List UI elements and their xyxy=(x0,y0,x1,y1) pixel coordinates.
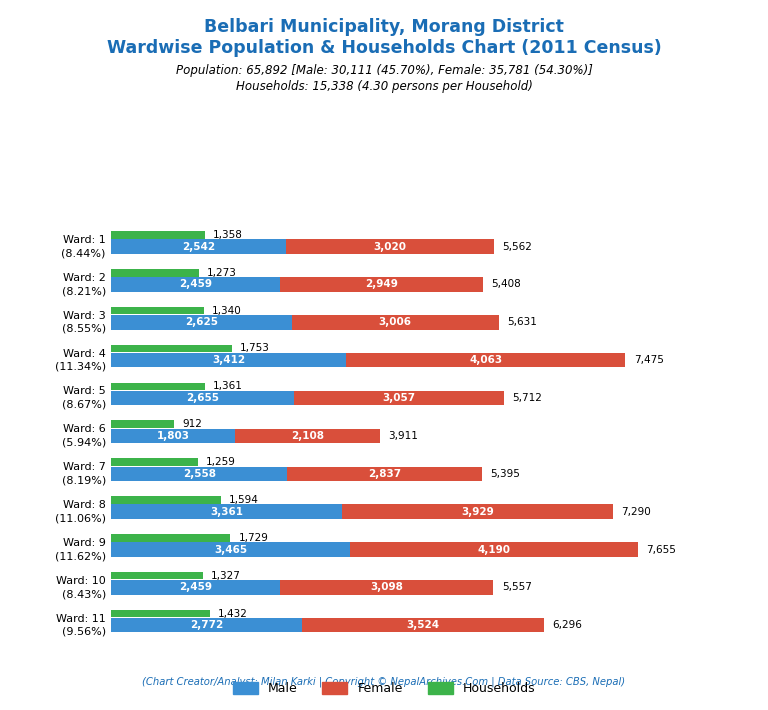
Bar xyxy=(111,505,343,519)
Bar xyxy=(111,239,286,253)
Bar xyxy=(111,458,198,466)
Text: 1,803: 1,803 xyxy=(157,431,190,441)
Bar xyxy=(111,542,349,557)
Text: 1,340: 1,340 xyxy=(212,305,241,316)
Text: Belbari Municipality, Morang District: Belbari Municipality, Morang District xyxy=(204,18,564,36)
Text: 3,057: 3,057 xyxy=(382,393,415,403)
Bar xyxy=(111,353,346,367)
Text: 2,655: 2,655 xyxy=(186,393,219,403)
Text: (Chart Creator/Analyst: Milan Karki | Copyright © NepalArchives.Com | Data Sourc: (Chart Creator/Analyst: Milan Karki | Co… xyxy=(142,677,626,687)
Text: 5,408: 5,408 xyxy=(492,280,521,290)
Text: 5,557: 5,557 xyxy=(502,582,531,592)
Text: 5,631: 5,631 xyxy=(507,317,537,327)
Text: 1,594: 1,594 xyxy=(229,495,259,505)
Text: 2,772: 2,772 xyxy=(190,621,223,630)
Text: 3,929: 3,929 xyxy=(461,507,494,517)
Text: 1,432: 1,432 xyxy=(218,608,248,618)
Bar xyxy=(343,505,613,519)
Text: 1,729: 1,729 xyxy=(239,532,268,543)
Bar xyxy=(111,572,203,579)
Text: 3,412: 3,412 xyxy=(212,355,245,365)
Text: 2,625: 2,625 xyxy=(185,317,218,327)
Text: 7,290: 7,290 xyxy=(621,507,650,517)
Text: Wardwise Population & Households Chart (2011 Census): Wardwise Population & Households Chart (… xyxy=(107,39,661,57)
Text: 3,911: 3,911 xyxy=(389,431,419,441)
Bar xyxy=(111,391,294,405)
Text: 4,063: 4,063 xyxy=(469,355,502,365)
Bar xyxy=(349,542,637,557)
Bar xyxy=(111,534,230,542)
Bar xyxy=(294,391,504,405)
Bar xyxy=(111,344,232,352)
Text: Population: 65,892 [Male: 30,111 (45.70%), Female: 35,781 (54.30%)]: Population: 65,892 [Male: 30,111 (45.70%… xyxy=(176,64,592,77)
Bar xyxy=(280,278,483,292)
Text: 2,949: 2,949 xyxy=(366,280,399,290)
Text: 5,395: 5,395 xyxy=(491,469,521,479)
Text: 3,361: 3,361 xyxy=(210,507,243,517)
Text: 5,562: 5,562 xyxy=(502,241,532,251)
Text: 3,006: 3,006 xyxy=(379,317,412,327)
Bar xyxy=(280,580,494,594)
Bar xyxy=(111,466,287,481)
Bar xyxy=(111,307,204,315)
Text: 4,190: 4,190 xyxy=(477,545,510,555)
Text: 1,358: 1,358 xyxy=(213,230,243,240)
Bar xyxy=(111,278,280,292)
Text: 1,753: 1,753 xyxy=(240,344,270,354)
Text: 3,098: 3,098 xyxy=(370,582,403,592)
Text: 1,259: 1,259 xyxy=(206,457,236,467)
Legend: Male, Female, Households: Male, Female, Households xyxy=(227,677,541,700)
Text: 3,524: 3,524 xyxy=(406,621,440,630)
Bar xyxy=(111,429,235,443)
Text: 1,273: 1,273 xyxy=(207,268,237,278)
Text: Households: 15,338 (4.30 persons per Household): Households: 15,338 (4.30 persons per Hou… xyxy=(236,80,532,93)
Bar xyxy=(292,315,498,329)
Bar xyxy=(111,231,205,239)
Text: 2,558: 2,558 xyxy=(183,469,216,479)
Bar xyxy=(111,610,210,617)
Text: 912: 912 xyxy=(182,419,202,430)
Bar xyxy=(111,315,292,329)
Text: 7,655: 7,655 xyxy=(646,545,676,555)
Text: 2,459: 2,459 xyxy=(180,280,213,290)
Text: 2,459: 2,459 xyxy=(180,582,213,592)
Text: 2,542: 2,542 xyxy=(182,241,215,251)
Bar xyxy=(287,466,482,481)
Bar xyxy=(235,429,380,443)
Bar xyxy=(111,618,302,633)
Text: 3,465: 3,465 xyxy=(214,545,247,555)
Bar xyxy=(346,353,625,367)
Text: 5,712: 5,712 xyxy=(512,393,542,403)
Bar xyxy=(111,269,199,276)
Text: 3,020: 3,020 xyxy=(373,241,406,251)
Text: 1,327: 1,327 xyxy=(211,571,240,581)
Text: 6,296: 6,296 xyxy=(552,621,582,630)
Bar xyxy=(302,618,545,633)
Bar xyxy=(111,420,174,428)
Bar xyxy=(111,383,205,390)
Text: 7,475: 7,475 xyxy=(634,355,664,365)
Text: 1,361: 1,361 xyxy=(214,381,243,391)
Bar xyxy=(111,496,221,503)
Bar xyxy=(111,580,280,594)
Text: 2,108: 2,108 xyxy=(291,431,324,441)
Text: 2,837: 2,837 xyxy=(368,469,402,479)
Bar xyxy=(286,239,494,253)
